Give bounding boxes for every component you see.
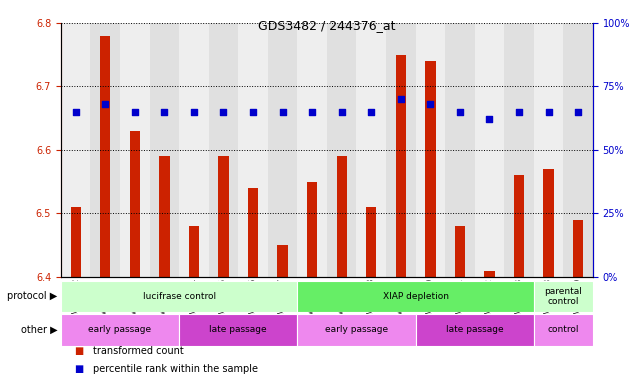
Bar [454,226,465,277]
Point [514,109,524,115]
Bar [179,23,209,277]
Point [159,109,169,115]
Point [278,109,288,115]
Bar [386,23,415,277]
Text: lucifrase control: lucifrase control [142,292,215,301]
Point [307,109,317,115]
Point [248,109,258,115]
Point [425,101,435,108]
Point [129,109,140,115]
Bar [61,23,90,277]
Bar [327,23,356,277]
Bar [297,314,415,346]
Bar [129,131,140,277]
Bar [278,245,288,277]
Bar [159,156,169,277]
Text: percentile rank within the sample: percentile rank within the sample [93,364,258,374]
Text: XIAP depletion: XIAP depletion [383,292,449,301]
Point [189,109,199,115]
Text: early passage: early passage [88,325,151,334]
Bar [337,156,347,277]
Bar [425,61,435,277]
Text: late passage: late passage [446,325,504,334]
Bar [238,23,268,277]
Bar [415,23,445,277]
Text: protocol ▶: protocol ▶ [8,291,58,301]
Bar [534,23,563,277]
Point [485,116,495,122]
Text: ■: ■ [74,346,83,356]
Point [337,109,347,115]
Bar [297,23,327,277]
Bar [149,23,179,277]
Bar [485,270,495,277]
Bar [209,23,238,277]
Bar [356,23,386,277]
Bar [71,207,81,277]
Bar [475,23,504,277]
Bar [445,23,475,277]
Bar [61,281,297,312]
Bar [514,175,524,277]
Bar [100,36,110,277]
Bar [544,169,554,277]
Text: ■: ■ [74,364,83,374]
Bar [534,314,593,346]
Text: other ▶: other ▶ [21,325,58,335]
Bar [307,182,317,277]
Point [71,109,81,115]
Point [395,96,406,102]
Bar [188,226,199,277]
Bar [268,23,297,277]
Text: early passage: early passage [325,325,388,334]
Point [219,109,229,115]
Text: late passage: late passage [210,325,267,334]
Point [573,109,583,115]
Bar [90,23,120,277]
Bar [415,314,534,346]
Bar [366,207,376,277]
Bar [573,220,583,277]
Text: control: control [547,325,579,334]
Bar [120,23,149,277]
Text: GDS3482 / 244376_at: GDS3482 / 244376_at [258,19,395,32]
Point [366,109,376,115]
Bar [219,156,229,277]
Point [455,109,465,115]
Bar [563,23,593,277]
Bar [61,314,179,346]
Bar [504,23,534,277]
Bar [395,55,406,277]
Bar [248,188,258,277]
Text: parental
control: parental control [544,287,582,306]
Point [544,109,554,115]
Text: transformed count: transformed count [93,346,184,356]
Bar [179,314,297,346]
Bar [534,281,593,312]
Point [100,101,110,108]
Bar [297,281,534,312]
